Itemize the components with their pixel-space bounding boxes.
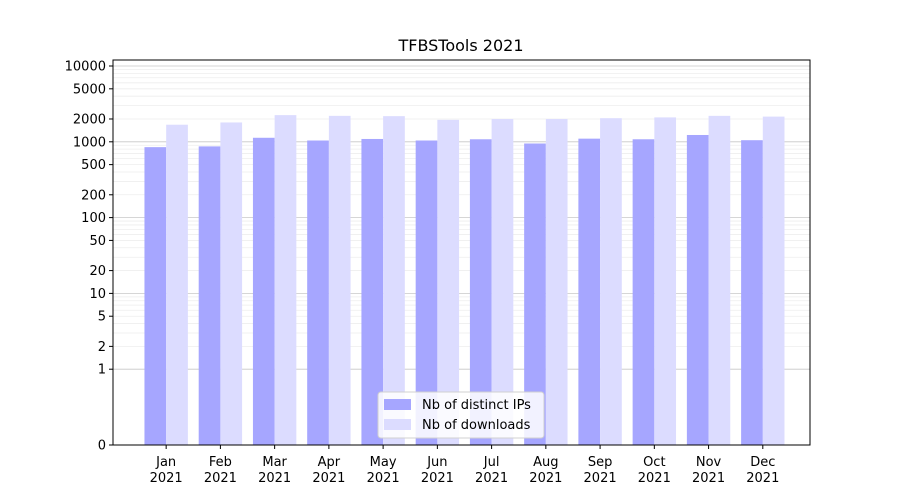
x-tick-label: Nov 2021 <box>692 455 725 486</box>
bar-distinct-ips-8 <box>578 138 601 445</box>
legend-label: Nb of downloads <box>422 418 531 433</box>
bar-distinct-ips-10 <box>686 134 709 446</box>
x-tick-label: Dec 2021 <box>746 455 779 486</box>
x-tick-label-line: 2021 <box>204 471 237 486</box>
x-tick-label-line: 2021 <box>421 471 454 486</box>
bar-distinct-ips-6 <box>469 139 492 445</box>
x-tick-label-line: Oct <box>643 455 665 470</box>
x-tick-label-line: 2021 <box>529 471 562 486</box>
bar-downloads-10 <box>708 115 731 445</box>
x-tick-label: Sep 2021 <box>584 455 617 486</box>
legend: Nb of distinct IPs Nb of downloads <box>377 391 545 439</box>
bar-distinct-ips-4 <box>361 138 384 445</box>
y-tick-label: 2000 <box>73 112 106 127</box>
bar-distinct-ips-7 <box>524 143 546 446</box>
x-tick-label-line: Apr <box>318 455 341 470</box>
bar-downloads-3 <box>328 115 351 445</box>
x-tick-label-line: 2021 <box>746 471 779 486</box>
x-tick-label: Jul 2021 <box>475 455 508 486</box>
bar-downloads-8 <box>600 118 622 446</box>
bar-distinct-ips-9 <box>632 139 655 445</box>
x-tick-label-line: 2021 <box>475 471 508 486</box>
x-tick-label-line: 2021 <box>312 471 345 486</box>
y-tick-label: 1000 <box>73 135 106 150</box>
x-tick-label-line: 2021 <box>258 471 291 486</box>
y-tick-label: 2 <box>98 340 106 355</box>
x-tick-label-line: 2021 <box>692 471 725 486</box>
x-tick-label: Aug 2021 <box>529 455 562 486</box>
plot-frame <box>112 59 811 446</box>
x-tick-label: Oct 2021 <box>638 455 671 486</box>
x-tick-label-line: Aug <box>533 455 558 470</box>
bar-distinct-ips-2 <box>252 137 275 445</box>
bar-downloads-0 <box>166 124 188 445</box>
bar-downloads-4 <box>383 116 405 446</box>
x-tick-label-line: Sep <box>588 455 613 470</box>
bar-downloads-7 <box>545 118 568 445</box>
y-tick-label: 1 <box>98 363 106 378</box>
chart-title: TFBSTools 2021 <box>397 36 523 55</box>
y-tick-label: 100 <box>81 211 106 226</box>
y-tick-label: 500 <box>81 158 106 173</box>
bar-distinct-ips-3 <box>307 140 329 445</box>
x-tick-label-line: Jan <box>155 455 176 470</box>
y-tick-label: 50 <box>89 234 106 249</box>
bar-downloads-9 <box>654 117 677 445</box>
x-tick-label: Jan 2021 <box>150 455 183 486</box>
x-tick-label: May 2021 <box>367 455 400 486</box>
legend-label: Nb of distinct IPs <box>422 398 531 413</box>
y-tick-label: 5000 <box>73 82 106 97</box>
x-tick-label-line: Jul <box>483 455 500 470</box>
x-tick-label: Feb 2021 <box>204 455 237 486</box>
bar-distinct-ips-0 <box>144 147 167 445</box>
y-tick-label: 20 <box>89 264 106 279</box>
x-tick-label-line: May <box>370 455 397 470</box>
bar-distinct-ips-1 <box>198 146 221 445</box>
y-tick-label: 0 <box>98 439 106 454</box>
x-tick-label-line: 2021 <box>584 471 617 486</box>
bar-downloads-1 <box>220 122 243 445</box>
x-tick-label-line: 2021 <box>638 471 671 486</box>
bar-downloads-5 <box>437 119 460 445</box>
bar-downloads-6 <box>491 118 514 445</box>
y-tick-label: 200 <box>81 188 106 203</box>
legend-box <box>377 391 545 439</box>
x-tick-label: Jun 2021 <box>421 455 454 486</box>
x-tick-label-line: Feb <box>209 455 232 470</box>
bars-layer <box>144 115 785 446</box>
x-tick-label-line: 2021 <box>150 471 183 486</box>
x-tick-label: Apr 2021 <box>312 455 345 486</box>
bar-downloads-2 <box>274 115 297 446</box>
legend-swatch <box>384 399 411 410</box>
legend-swatch <box>384 419 411 430</box>
x-tick-label-line: Nov <box>696 455 722 470</box>
x-tick-label-line: Dec <box>750 455 775 470</box>
x-tick-label-line: 2021 <box>367 471 400 486</box>
x-tick-label: Mar 2021 <box>258 455 291 486</box>
y-tick-label: 5 <box>98 310 106 325</box>
x-tick-label-line: Mar <box>262 455 287 470</box>
x-tick-label-line: Jun <box>426 455 447 470</box>
bar-distinct-ips-11 <box>741 140 763 445</box>
bar-downloads-11 <box>762 116 785 445</box>
y-tick-label: 10000 <box>65 60 106 75</box>
bar-distinct-ips-5 <box>415 140 438 445</box>
y-tick-label: 10 <box>89 287 106 302</box>
